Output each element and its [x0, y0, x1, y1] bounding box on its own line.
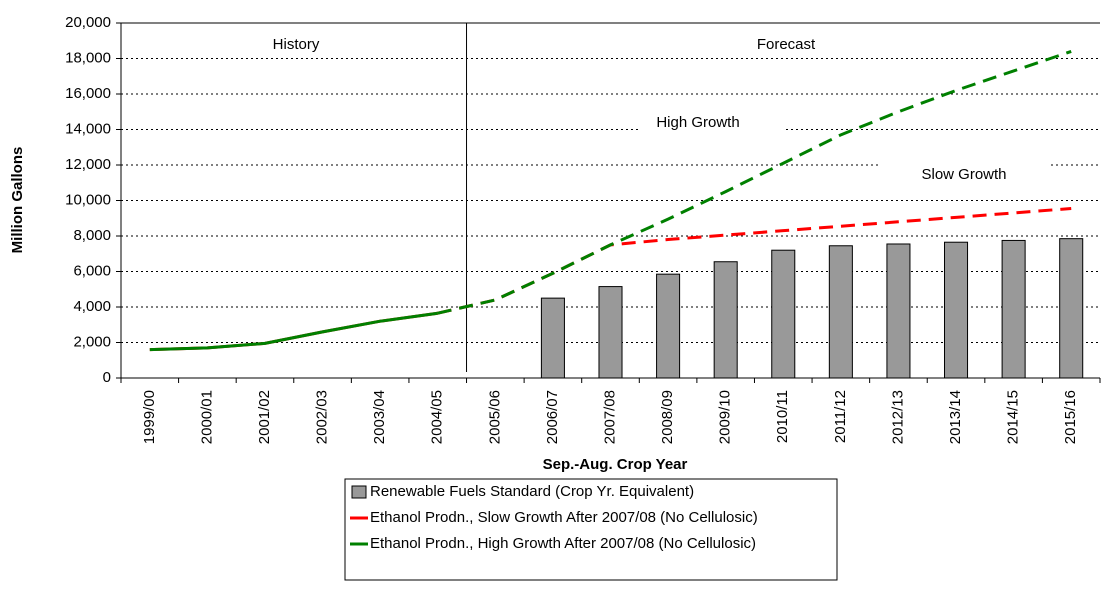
- bar: [1001, 239, 1026, 379]
- bar: [944, 241, 969, 379]
- bar: [1059, 238, 1084, 379]
- y-tick-label: 14,000: [65, 120, 111, 137]
- x-tick-label: 2007/08: [601, 390, 618, 444]
- legend-swatch: [351, 485, 367, 499]
- annotation-bg: [640, 111, 785, 135]
- y-tick-label: 10,000: [65, 191, 111, 208]
- x-tick-label: 2005/06: [486, 390, 503, 444]
- bar: [598, 286, 623, 379]
- x-tick-label: 2015/16: [1062, 390, 1079, 444]
- y-tick-label: 18,000: [65, 49, 111, 66]
- annotation: Forecast: [757, 36, 816, 53]
- x-tick-label: 2010/11: [774, 390, 791, 443]
- x-tick-label: 2009/10: [717, 390, 734, 444]
- y-tick-label: 2,000: [73, 333, 111, 350]
- bar: [771, 249, 796, 379]
- legend-box: [344, 478, 838, 581]
- x-tick-label: 2002/03: [314, 390, 331, 444]
- x-tick-label: 2012/13: [889, 390, 906, 444]
- annotation: History: [273, 36, 320, 53]
- x-axis-title: Sep.-Aug. Crop Year: [543, 456, 688, 473]
- legend-label: Ethanol Prodn., Slow Growth After 2007/0…: [370, 509, 758, 526]
- x-tick-label: 2000/01: [198, 390, 215, 444]
- y-tick-label: 12,000: [65, 156, 111, 173]
- x-tick-label: 2006/07: [544, 390, 561, 444]
- bar: [656, 273, 681, 379]
- y-axis-title: Million Gallons: [9, 147, 26, 254]
- bar: [713, 261, 738, 379]
- annotation: High Growth: [656, 114, 739, 131]
- annotation-bg: [880, 163, 1050, 187]
- x-tick-label: 2013/14: [947, 390, 964, 444]
- annotation: Slow Growth: [921, 166, 1006, 183]
- line: [437, 206, 1072, 315]
- y-tick-label: 20,000: [65, 14, 111, 31]
- y-tick-label: 8,000: [73, 227, 111, 244]
- x-tick-label: 2008/09: [659, 390, 676, 444]
- y-tick-label: 4,000: [73, 298, 111, 315]
- legend-label: Renewable Fuels Standard (Crop Yr. Equiv…: [370, 483, 694, 500]
- line: [149, 311, 438, 352]
- x-tick-label: 2003/04: [371, 390, 388, 444]
- y-tick-label: 6,000: [73, 262, 111, 279]
- x-tick-label: 2004/05: [429, 390, 446, 444]
- x-tick-label: 2011/12: [832, 390, 849, 443]
- bar: [828, 245, 853, 379]
- line: [437, 49, 1072, 315]
- bar: [886, 243, 911, 379]
- legend-label: Ethanol Prodn., High Growth After 2007/0…: [370, 535, 756, 552]
- y-tick-label: 16,000: [65, 85, 111, 102]
- x-tick-label: 2001/02: [256, 390, 273, 444]
- y-tick-label: 0: [103, 369, 111, 386]
- x-tick-label: 2014/15: [1005, 390, 1022, 444]
- x-tick-label: 1999/00: [141, 390, 158, 444]
- bar: [540, 297, 565, 379]
